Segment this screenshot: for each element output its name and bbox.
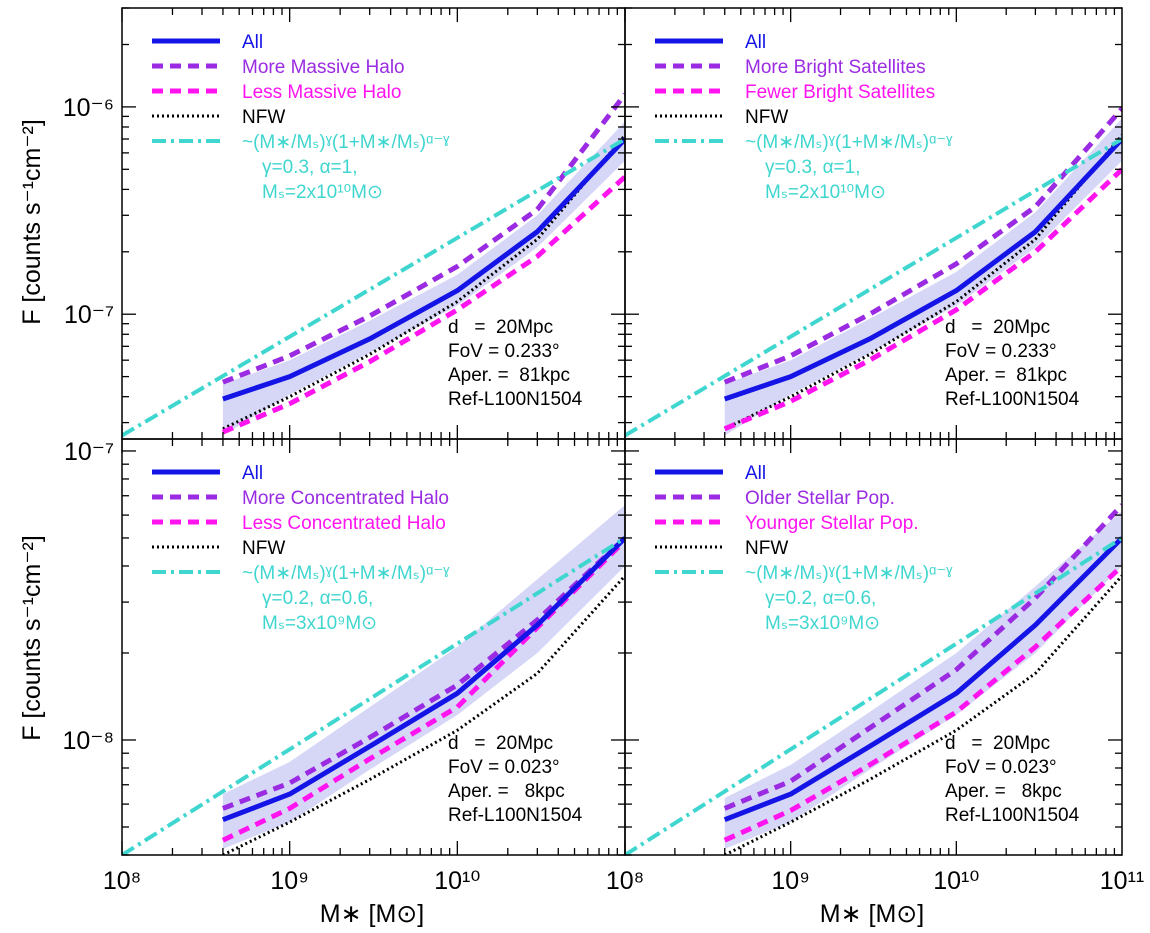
annotation-text: FoV = 0.023° xyxy=(945,757,1057,778)
series-line-1 xyxy=(221,92,625,385)
x-tick-label: 10¹⁰ xyxy=(434,867,480,895)
series-line-0 xyxy=(723,137,1122,402)
legend-label: NFW xyxy=(745,538,788,559)
panel-top-right: All More Bright Satellites Fewer Bright Sa… xyxy=(624,7,1123,440)
annotation-text: Ref-L100N1504 xyxy=(945,389,1080,410)
series-line-2 xyxy=(221,174,625,435)
series-line-4 xyxy=(122,536,625,855)
legend-label: All xyxy=(745,463,766,484)
fit-params: Mₛ=2x10¹⁰M⊙ xyxy=(262,182,383,203)
legend-label: All xyxy=(242,32,263,53)
series-line-1 xyxy=(723,503,1122,811)
legend-label: Less Concentrated Halo xyxy=(242,513,446,534)
series-line-4 xyxy=(625,137,1122,438)
legend-label: More Massive Halo xyxy=(242,57,405,78)
legend-label: ~(M∗/Mₛ)ˠ(1+M∗/Mₛ)ᵅ⁻ˠ xyxy=(242,132,450,153)
scatter-band xyxy=(724,118,1122,436)
scatter-band xyxy=(724,511,1122,849)
series-line-4 xyxy=(625,536,1122,855)
series-line-3 xyxy=(724,134,1122,431)
panel-bottom-left: 10⁻⁸ 10⁻⁷ 10⁸ 10⁹ 10¹⁰ All More Concentrated H… xyxy=(62,438,626,895)
annotation-text: d = 20Mpc xyxy=(945,733,1050,754)
fit-params: Mₛ=3x10⁹M⊙ xyxy=(765,613,880,634)
series-line-0 xyxy=(723,536,1122,823)
y-tick-label: 10⁻⁷ xyxy=(64,438,114,466)
x-axis-label-right: M∗ [M⊙] xyxy=(820,900,924,928)
legend-label: ~(M∗/Mₛ)ˠ(1+M∗/Mₛ)ᵅ⁻ˠ xyxy=(242,563,450,584)
plot-area xyxy=(122,92,625,438)
series-line-4 xyxy=(122,137,625,438)
legend-label: Fewer Bright Satellites xyxy=(745,82,935,103)
y-tick-label: 10⁻⁷ xyxy=(64,301,114,329)
annotation-text: Ref-L100N1504 xyxy=(945,805,1080,826)
series-line-2 xyxy=(723,167,1122,432)
panel-bottom-right: 10⁸ 10⁹ 10¹⁰ 10¹¹ All Older Stellar Pop. Young… xyxy=(606,438,1144,895)
annotation-text: Aper. = 8kpc xyxy=(945,781,1062,802)
series-line-3 xyxy=(724,574,1122,855)
x-tick-label: 10¹¹ xyxy=(1100,867,1144,895)
panel-top-left: 10⁻⁷ 10⁻⁶ All More Massive Halo Less Massive… xyxy=(63,7,626,440)
series-line-0 xyxy=(222,536,625,823)
annotation-text: FoV = 0.023° xyxy=(448,757,560,778)
annotation-text: FoV = 0.233° xyxy=(448,341,560,362)
legend-label: Less Massive Halo xyxy=(242,82,401,103)
annotation-text: Aper. = 81kpc xyxy=(448,365,570,386)
x-tick-label: 10¹⁰ xyxy=(933,867,979,895)
series-line-3 xyxy=(222,134,625,431)
series-line-1 xyxy=(723,107,1122,385)
plot-area xyxy=(625,503,1122,855)
legend-label: All xyxy=(745,32,766,53)
x-axis-label-left: M∗ [M⊙] xyxy=(320,900,424,928)
y-axis-label-top: F [counts s⁻¹cm⁻²] xyxy=(18,119,46,325)
annotation-text: Ref-L100N1504 xyxy=(448,805,583,826)
plot-area xyxy=(122,505,625,855)
legend-label: More Bright Satellites xyxy=(745,57,926,78)
fit-params: Mₛ=3x10⁹M⊙ xyxy=(262,613,377,634)
annotation-text: d = 20Mpc xyxy=(945,317,1050,338)
legend-label: NFW xyxy=(242,538,285,559)
legend-label: NFW xyxy=(745,107,788,128)
legend-label: ~(M∗/Mₛ)ˠ(1+M∗/Mₛ)ᵅ⁻ˠ xyxy=(745,563,953,584)
x-tick-label: 10⁹ xyxy=(771,867,810,895)
annotation-text: Aper. = 81kpc xyxy=(945,365,1067,386)
x-tick-label: 10⁸ xyxy=(606,867,644,895)
x-tick-label: 10⁹ xyxy=(270,867,309,895)
legend-label: Older Stellar Pop. xyxy=(745,488,895,509)
series-line-2 xyxy=(723,564,1122,843)
legend-label: Younger Stellar Pop. xyxy=(745,513,919,534)
y-tick-label: 10⁻⁸ xyxy=(62,727,114,755)
annotation-text: d = 20Mpc xyxy=(448,317,553,338)
fit-params: γ=0.3, α=1, xyxy=(262,157,358,178)
plot-area xyxy=(625,107,1122,438)
annotation-text: Aper. = 8kpc xyxy=(448,781,565,802)
fit-params: Mₛ=2x10¹⁰M⊙ xyxy=(765,182,886,203)
x-tick-label: 10⁸ xyxy=(103,867,141,895)
legend-label: ~(M∗/Mₛ)ˠ(1+M∗/Mₛ)ᵅ⁻ˠ xyxy=(745,132,953,153)
fit-params: γ=0.3, α=1, xyxy=(765,157,861,178)
panel-frame xyxy=(624,438,1123,856)
y-tick-label: 10⁻⁶ xyxy=(63,94,114,122)
annotation-text: FoV = 0.233° xyxy=(945,341,1057,362)
fit-params: γ=0.2, α=0.6, xyxy=(765,588,876,609)
panels: 10⁻⁷ 10⁻⁶ All More Massive Halo Less Massive… xyxy=(62,7,1144,895)
legend-label: More Concentrated Halo xyxy=(242,488,449,509)
annotation-text: Ref-L100N1504 xyxy=(448,389,583,410)
annotation-text: d = 20Mpc xyxy=(448,733,553,754)
y-axis-label-bottom: F [counts s⁻¹cm⁻²] xyxy=(18,535,46,741)
series-line-0 xyxy=(222,137,625,402)
series-line-1 xyxy=(222,536,625,811)
scatter-band xyxy=(222,121,625,436)
fit-params: γ=0.2, α=0.6, xyxy=(262,588,373,609)
series-line-3 xyxy=(222,574,625,855)
legend-label: All xyxy=(242,463,263,484)
legend-label: NFW xyxy=(242,107,285,128)
